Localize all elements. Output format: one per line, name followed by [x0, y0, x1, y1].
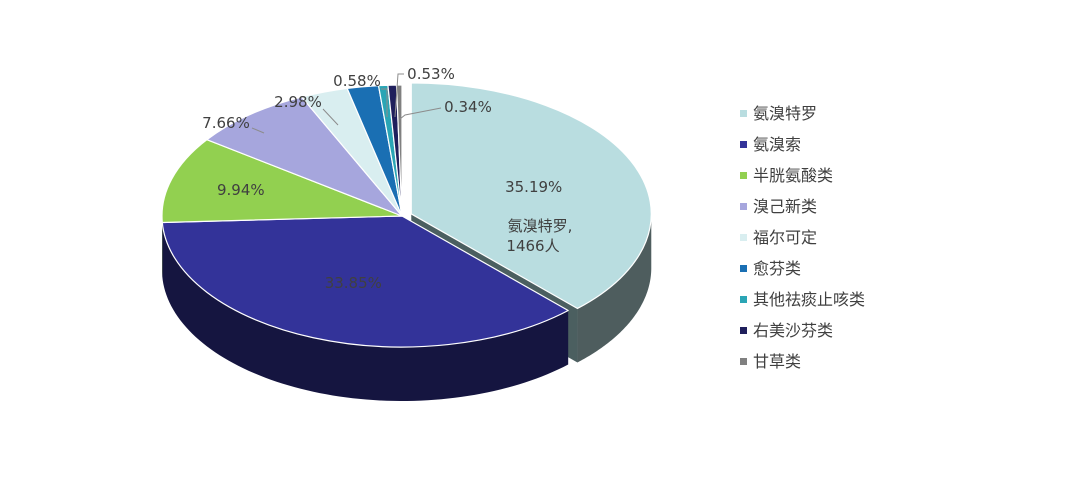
data-label: 0.58% [333, 72, 381, 90]
legend-item: 半胱氨酸类 [753, 166, 833, 185]
legend-item: 福尔可定 [753, 228, 817, 247]
legend-swatch [740, 203, 747, 210]
legend-swatch [740, 110, 747, 117]
legend-swatch [740, 234, 747, 241]
legend-item: 其他祛痰止咳类 [753, 290, 865, 309]
legend-swatch [740, 358, 747, 365]
data-label: 2.98% [274, 93, 322, 111]
legend-item: 愈芬类 [753, 259, 801, 278]
legend-swatch [740, 172, 747, 179]
legend-swatch [740, 296, 747, 303]
data-label: 0.34% [444, 98, 492, 116]
data-label: 35.19% [505, 178, 562, 196]
legend-item: 右美沙芬类 [753, 321, 833, 340]
data-label: 33.85% [325, 274, 382, 292]
annotation-text: 氨溴特罗, [508, 217, 573, 235]
legend-item: 溴己新类 [753, 197, 817, 216]
data-label: 7.66% [202, 114, 250, 132]
annotation-text: 1466人 [506, 237, 559, 255]
legend-swatch [740, 141, 747, 148]
legend-item: 甘草类 [753, 352, 801, 371]
data-label: 0.53% [407, 65, 455, 83]
legend-swatch [740, 327, 747, 334]
legend-item: 氨溴特罗 [753, 104, 817, 123]
legend-item: 氨溴索 [753, 135, 801, 154]
data-label: 9.94% [217, 181, 265, 199]
legend-swatch [740, 265, 747, 272]
